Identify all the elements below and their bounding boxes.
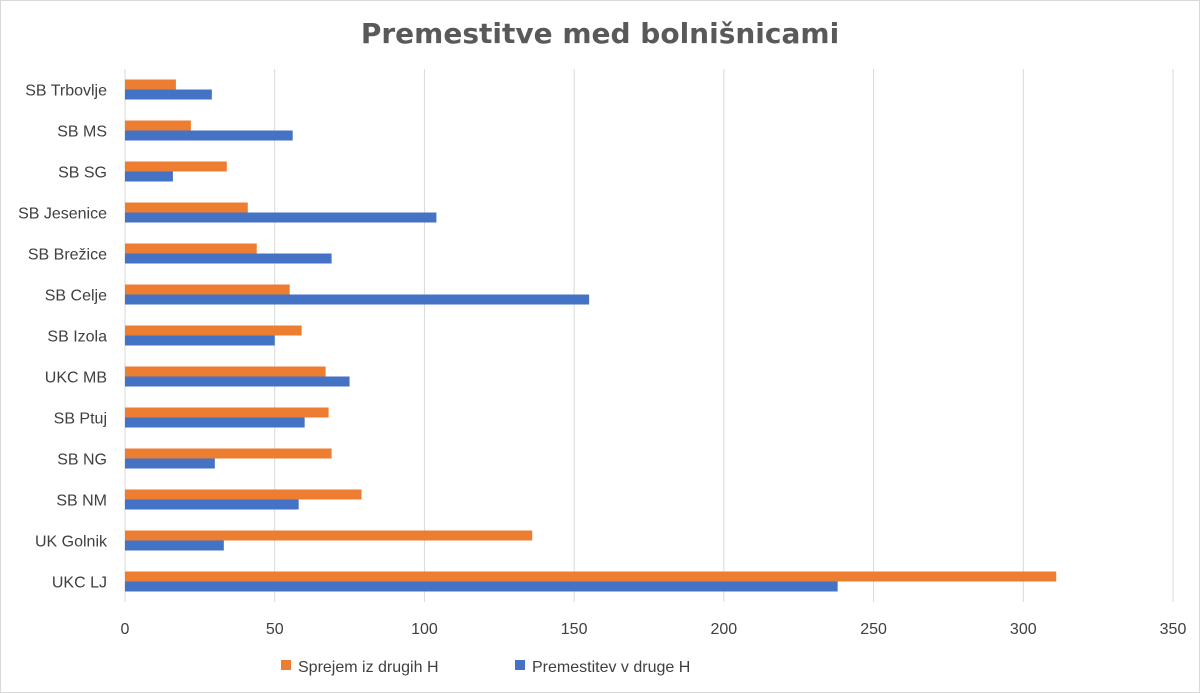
bar-sprejem-sb-sg [125,161,227,172]
bar-sprejem-sb-izola [125,325,302,336]
x-tick-label-150: 150 [561,621,588,638]
x-tick-label-200: 200 [711,621,738,638]
y-axis-categories: UKC LJ UK Golnik SB NM SB NG SB Ptuj UKC MB SB… [18,83,108,592]
x-tick-label-100: 100 [411,621,438,638]
bar-sprejem-sb-nm [125,489,362,500]
y-category-label-sb-trbovlje: SB Trbovlje [25,83,107,100]
x-tick-label-300: 300 [1010,621,1037,638]
x-tick-label-50: 50 [266,621,284,638]
bar-sprejem-ukc-lj [125,571,1057,582]
y-category-label-sb-bre-ice: SB Brežice [28,247,107,264]
y-category-label-sb-ms: SB MS [57,124,107,141]
x-tick-label-350: 350 [1160,621,1187,638]
legend-label-premestitev: Premestitev v druge H [532,659,690,676]
bar-premestitev-sb-celje [125,294,590,305]
y-category-label-sb-celje: SB Celje [45,288,107,305]
x-tick-label-0: 0 [121,621,130,638]
y-category-label-sb-nm: SB NM [56,493,107,510]
bar-sprejem-uk-golnik [125,530,533,541]
chart-title: Premestitve med bolnišnicami [361,17,839,50]
gridlines [124,69,1174,602]
bar-sprejem-sb-ms [125,120,191,131]
legend: Sprejem iz drugih H Premestitev v druge … [281,659,690,676]
bar-sprejem-sb-bre-ice [125,243,257,254]
x-tick-label-250: 250 [860,621,887,638]
bar-sprejem-ukc-mb [125,366,326,377]
y-category-label-ukc-mb: UKC MB [45,370,107,387]
y-category-label-sb-izola: SB Izola [47,329,107,346]
bar-premestitev-sb-sg [125,171,173,182]
y-category-label-uk-golnik: UK Golnik [35,534,108,551]
bar-premestitev-sb-ms [125,130,293,141]
bar-premestitev-ukc-mb [125,376,350,387]
bar-premestitev-sb-ptuj [125,417,305,428]
bar-premestitev-uk-golnik [125,540,224,551]
bar-premestitev-sb-nm [125,499,299,510]
y-category-label-sb-ng: SB NG [57,452,107,469]
bar-premestitev-ukc-lj [125,581,838,592]
bar-premestitev-sb-izola [125,335,275,346]
y-category-label-ukc-lj: UKC LJ [52,575,107,592]
bar-sprejem-sb-ng [125,448,332,459]
legend-label-sprejem: Sprejem iz drugih H [298,659,439,676]
legend-swatch-premestitev [515,660,525,670]
bar-sprejem-sb-jesenice [125,202,248,213]
y-category-label-sb-ptuj: SB Ptuj [54,411,107,428]
x-axis-ticks: 0 50 100 150 200 250 300 350 [121,621,1187,638]
y-category-label-sb-jesenice: SB Jesenice [18,206,107,223]
y-category-label-sb-sg: SB SG [58,165,107,182]
bars [125,79,1057,592]
bar-sprejem-sb-ptuj [125,407,329,418]
bar-sprejem-sb-celje [125,284,290,295]
bar-premestitev-sb-bre-ice [125,253,332,264]
bar-sprejem-sb-trbovlje [125,79,176,90]
bar-premestitev-sb-ng [125,458,215,469]
legend-swatch-sprejem [281,660,291,670]
bar-premestitev-sb-trbovlje [125,89,212,100]
bar-premestitev-sb-jesenice [125,212,437,223]
